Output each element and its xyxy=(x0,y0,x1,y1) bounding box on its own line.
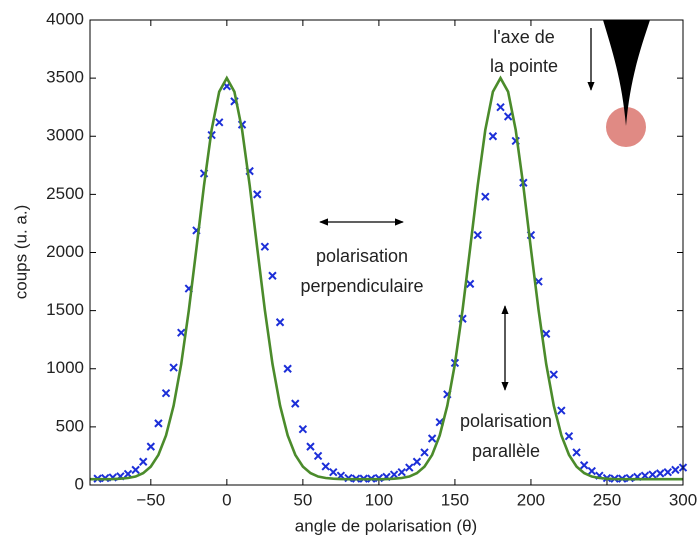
data-point xyxy=(283,364,292,373)
data-point xyxy=(427,434,437,443)
data-point xyxy=(648,470,657,479)
data-point xyxy=(161,388,171,398)
plot-frame xyxy=(89,19,684,486)
data-point xyxy=(405,463,414,472)
annotation: la pointe xyxy=(490,56,558,76)
x-tick-label: 0 xyxy=(222,490,231,509)
data-point xyxy=(154,419,163,428)
annotation: polarisation xyxy=(316,246,408,266)
data-point xyxy=(549,370,558,379)
data-point xyxy=(329,468,338,477)
y-tick-label: 3000 xyxy=(46,126,84,145)
data-point xyxy=(260,242,270,251)
data-point xyxy=(139,457,148,466)
data-point xyxy=(389,470,399,479)
data-point xyxy=(557,406,566,415)
data-point xyxy=(321,462,330,471)
x-tick-label: −50 xyxy=(136,490,165,509)
data-point xyxy=(473,230,482,240)
data-point xyxy=(481,192,490,201)
data-point xyxy=(496,102,505,112)
plot-area: 0 500 1000 1500 2000 2500 3000 3500 4000 −50 0 50 10… xyxy=(46,9,697,509)
y-tick-label: 1500 xyxy=(46,300,84,319)
x-tick-label: 300 xyxy=(669,490,697,509)
annotation: l'axe de xyxy=(493,27,554,47)
data-point xyxy=(564,431,574,441)
data-point xyxy=(671,465,680,475)
y-tick-label: 4000 xyxy=(46,9,84,28)
data-point xyxy=(291,399,300,408)
data-point xyxy=(146,442,156,451)
y-tick-label: 0 xyxy=(75,474,84,493)
data-point xyxy=(177,328,186,337)
data-point xyxy=(572,448,581,457)
fit-line xyxy=(90,75,683,481)
annotation: parallèle xyxy=(472,441,540,461)
data-point xyxy=(298,424,308,434)
data-point xyxy=(306,442,315,451)
data-point xyxy=(313,451,323,461)
data-point xyxy=(397,468,406,477)
data-point xyxy=(420,448,429,457)
tip-icon xyxy=(603,20,650,126)
data-point xyxy=(503,112,513,121)
y-tick-label: 500 xyxy=(56,416,84,435)
data-point xyxy=(253,190,262,199)
data-point xyxy=(465,279,475,289)
x-tick-label: 100 xyxy=(365,490,393,509)
x-tick-label: 200 xyxy=(517,490,545,509)
data-point xyxy=(587,466,596,476)
data-point xyxy=(215,118,224,127)
data-point xyxy=(169,363,178,372)
data-point xyxy=(131,465,140,475)
data-point xyxy=(488,132,498,141)
data-point xyxy=(655,469,665,478)
x-tick-label: 150 xyxy=(441,490,469,509)
y-tick-label: 2000 xyxy=(46,242,84,261)
data-point xyxy=(275,318,285,327)
x-tick-label: 250 xyxy=(593,490,621,509)
particle xyxy=(606,107,646,147)
y-tick-label: 2500 xyxy=(46,184,84,203)
data-point xyxy=(541,329,551,339)
annotation: perpendiculaire xyxy=(300,276,423,296)
x-tick-label: 50 xyxy=(293,490,312,509)
annotation: polarisation xyxy=(460,411,552,431)
y-axis-label: coups (u. a.) xyxy=(11,205,30,300)
y-tick-label: 3500 xyxy=(46,68,84,87)
data-point xyxy=(268,271,277,280)
data-point xyxy=(579,461,589,470)
y-tick-label: 1000 xyxy=(46,358,84,377)
x-axis-label: angle de polarisation (θ) xyxy=(295,516,477,535)
data-point xyxy=(412,457,422,466)
data-point xyxy=(663,468,673,477)
